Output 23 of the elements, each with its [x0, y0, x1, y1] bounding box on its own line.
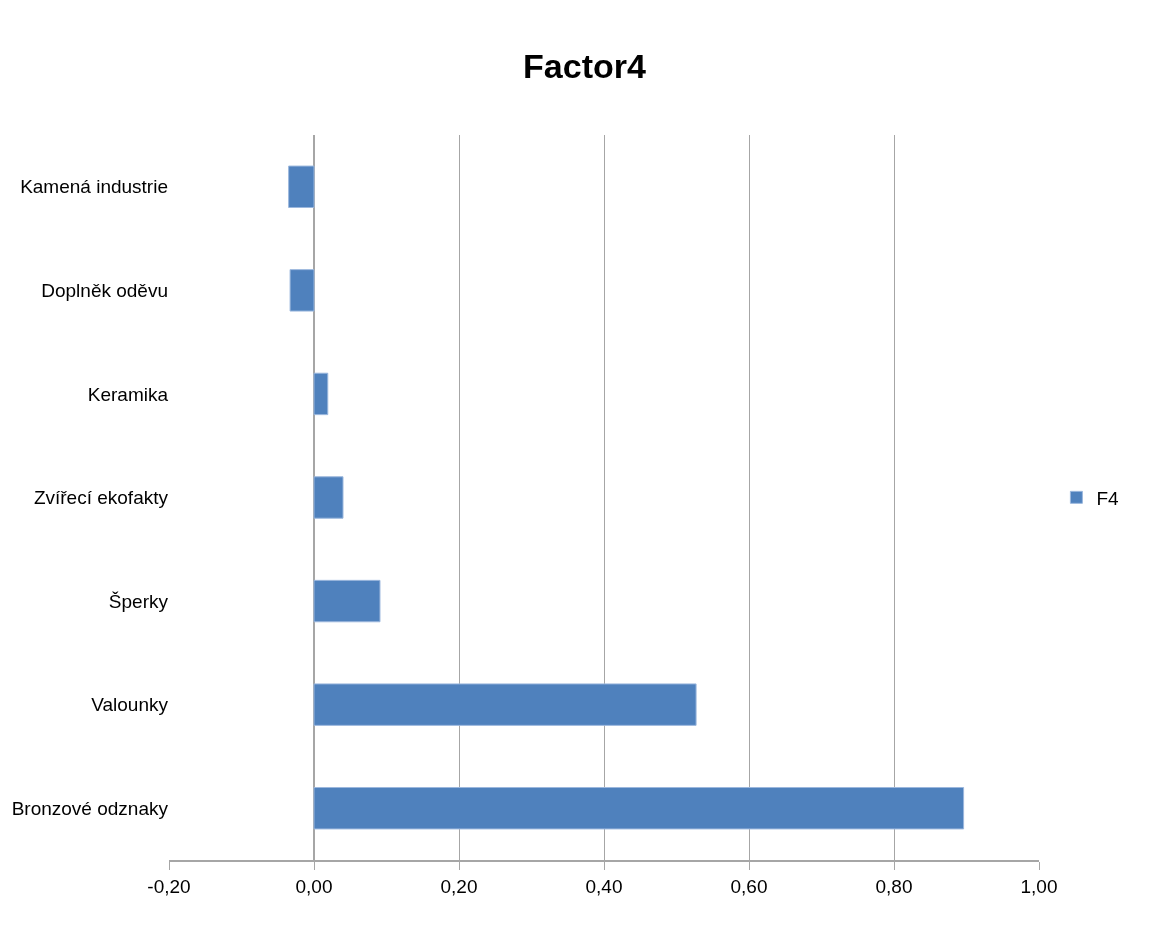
chart-title: Factor4	[523, 46, 646, 85]
x-tick-label: 1,00	[1020, 875, 1058, 897]
y-tick-label: Šperky	[108, 590, 169, 612]
bar	[313, 787, 965, 830]
legend-label: F4	[1096, 487, 1120, 509]
x-tick-label: 0,00	[295, 875, 333, 897]
y-tick-label: Bronzové odznaky	[11, 797, 169, 819]
y-tick-label: Kamená industrie	[20, 176, 168, 198]
x-tick-label: 0,20	[440, 875, 478, 897]
bar	[313, 476, 344, 519]
x-tick-label: 0,80	[875, 875, 913, 897]
bar	[313, 579, 381, 623]
bar	[288, 165, 315, 208]
bar	[289, 269, 315, 312]
y-tick-label: Doplněk oděvu	[41, 280, 168, 302]
y-tick-label: Zvířecí ekofakty	[33, 487, 169, 509]
x-tick-label: 0,60	[730, 875, 768, 897]
bar	[313, 683, 697, 726]
y-tick-label: Keramika	[87, 383, 169, 405]
bar	[313, 372, 329, 416]
x-tick-label: -0,20	[147, 875, 191, 897]
y-tick-label: Valounky	[91, 694, 169, 716]
x-tick-label: 0,40	[585, 875, 623, 897]
